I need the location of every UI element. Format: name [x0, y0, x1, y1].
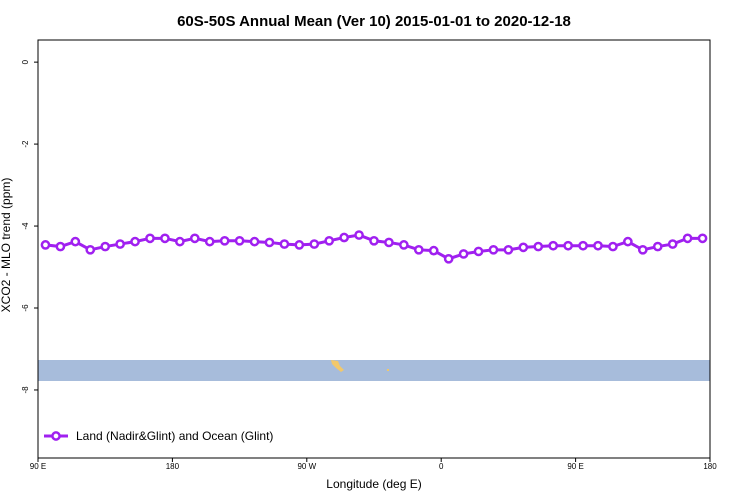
data-point [130, 236, 140, 247]
x-tick-label: 180 [166, 462, 180, 471]
x-tick-label: 90 W [297, 462, 316, 471]
data-point [189, 233, 200, 244]
data-point [249, 236, 260, 247]
data-point [354, 230, 364, 240]
data-point [145, 233, 155, 244]
y-axis-label: XCO2 - MLO trend (ppm) [0, 178, 13, 313]
y-tick-label: -2 [21, 140, 30, 148]
data-point [369, 235, 379, 246]
data-point [518, 242, 529, 253]
data-point [443, 253, 454, 264]
data-point [384, 237, 394, 248]
data-point [100, 241, 111, 252]
data-point [234, 235, 245, 246]
data-point [55, 241, 66, 252]
data-point [204, 236, 215, 247]
map-land [387, 369, 389, 371]
data-point [175, 236, 185, 247]
plot-frame [37, 39, 711, 459]
data-point [160, 233, 170, 244]
y-tick-label: -4 [21, 222, 30, 230]
data-point [309, 239, 320, 249]
data-point [503, 244, 514, 255]
data-point [324, 235, 335, 246]
data-point [488, 244, 499, 255]
y-tick-label: -8 [21, 386, 30, 394]
x-tick-label: 0 [439, 462, 444, 471]
data-point [667, 239, 678, 249]
legend-label: Land (Nadir&Glint) and Ocean (Glint) [76, 429, 273, 443]
data-point [339, 232, 349, 243]
y-tick-label: -6 [21, 304, 30, 312]
data-point [548, 240, 559, 251]
data-point [563, 240, 573, 251]
x-axis-label: Longitude (deg E) [326, 477, 421, 491]
data-point [264, 237, 275, 248]
data-point [413, 244, 424, 255]
data-point [115, 239, 125, 249]
data-point [593, 240, 603, 251]
data-point [637, 244, 648, 255]
x-tick-label: 180 [703, 462, 717, 471]
map-land [331, 360, 344, 372]
x-tick-label: 90 E [30, 462, 46, 471]
data-point [399, 240, 409, 250]
map-strip [38, 360, 710, 381]
data-point [652, 241, 663, 252]
data-point [623, 236, 633, 247]
data-point [533, 241, 544, 252]
chart-title: 60S-50S Annual Mean (Ver 10) 2015-01-01 … [177, 13, 571, 30]
data-point [697, 233, 708, 244]
data-point [682, 233, 693, 244]
data-point [473, 246, 484, 257]
data-point [70, 236, 81, 247]
data-point [458, 249, 469, 259]
y-tick-label: 0 [21, 59, 30, 64]
data-point [578, 240, 588, 251]
data-point [219, 235, 230, 246]
data-point [294, 240, 305, 250]
legend-marker [51, 431, 61, 441]
data-point [279, 239, 290, 249]
data-point [40, 240, 51, 250]
data-point [608, 241, 618, 252]
data-point [428, 245, 439, 256]
x-tick-label: 90 E [567, 462, 583, 471]
data-point [85, 244, 96, 255]
